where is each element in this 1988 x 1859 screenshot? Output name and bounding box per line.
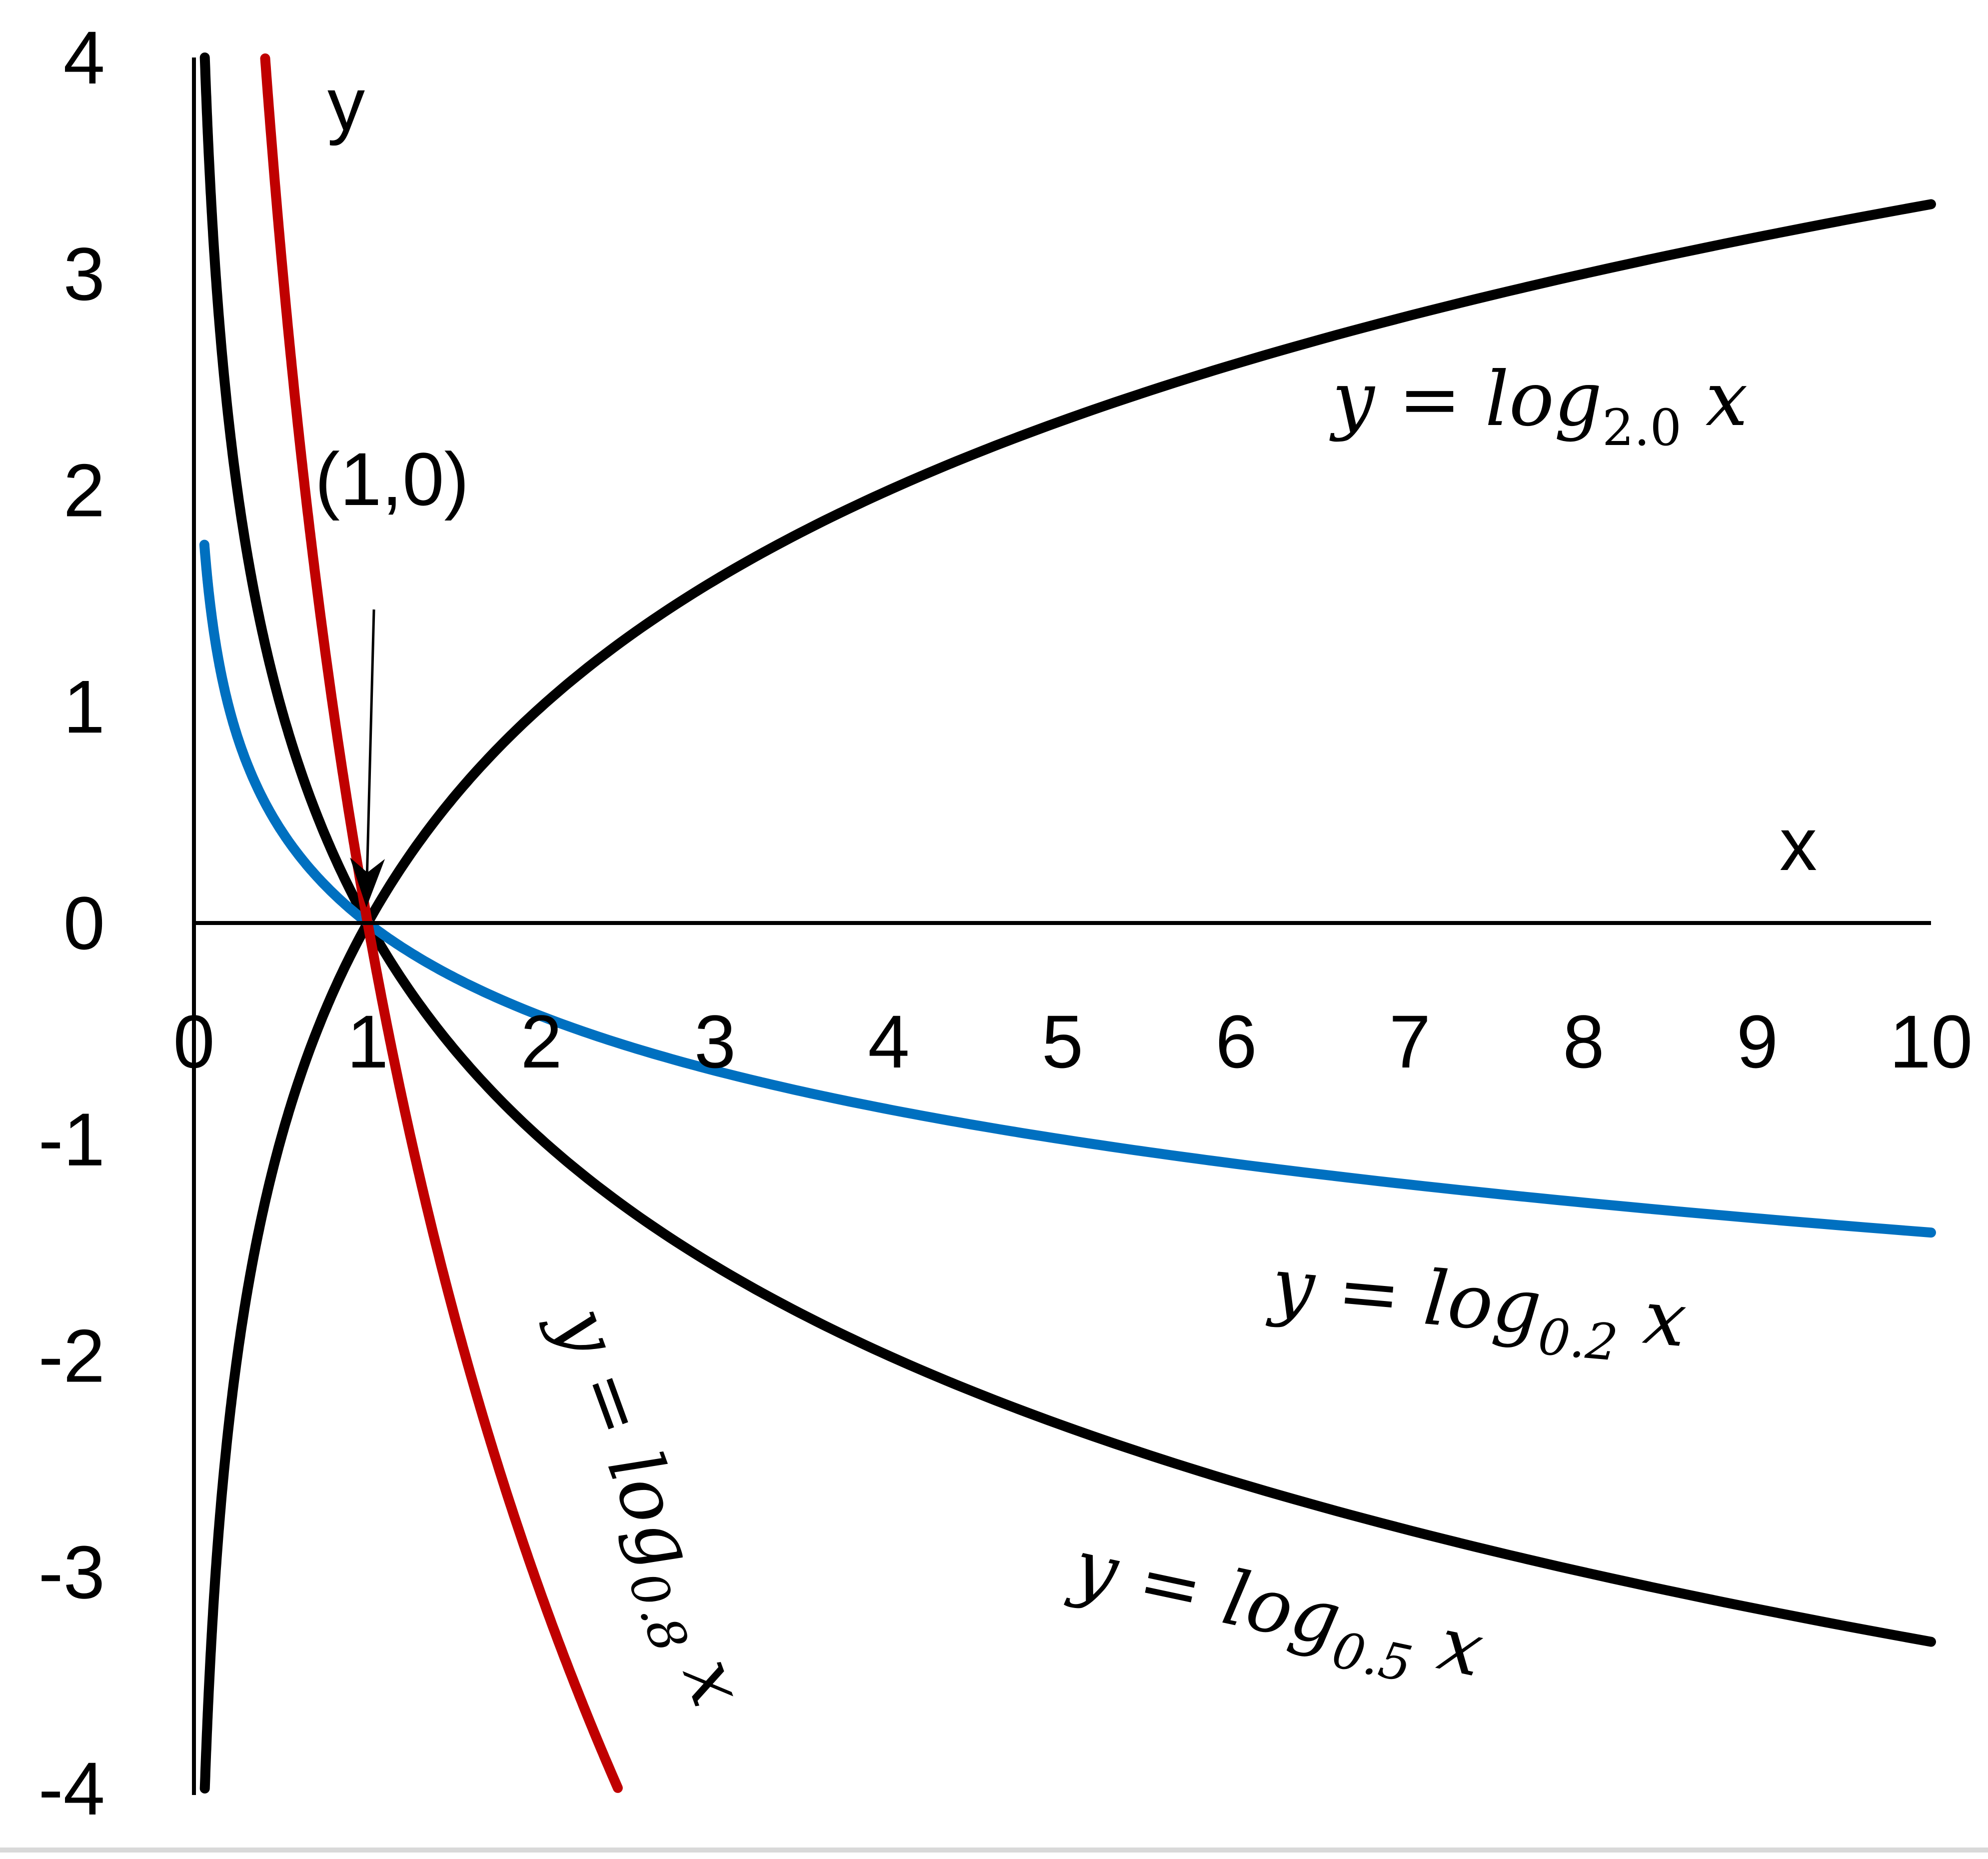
y-tick-label: -4 [38, 1746, 105, 1830]
y-tick-labels: 4 3 2 1 0 -1 -2 -3 -4 [38, 16, 105, 1830]
x-tick-label: 1 [347, 1000, 388, 1084]
y-axis-label: y [327, 62, 365, 146]
series-line-0 [199, 199, 1936, 1794]
x-tick-label: 5 [1042, 1000, 1083, 1084]
arrow-head-icon [350, 858, 385, 908]
y-tick-label: 1 [63, 664, 105, 748]
x-tick-label: 7 [1389, 1000, 1431, 1084]
x-tick-label: 10 [1890, 1000, 1973, 1084]
x-tick-labels: 0 1 2 3 4 5 6 7 8 9 10 [173, 1000, 1973, 1084]
x-tick-label: 6 [1215, 1000, 1257, 1084]
x-tick-label: 8 [1563, 1000, 1604, 1084]
series-line-1 [199, 52, 1936, 1647]
x-axis-label: x [1780, 802, 1817, 886]
y-tick-label: -3 [38, 1530, 105, 1614]
x-tick-label: 4 [868, 1000, 909, 1084]
y-tick-label: -1 [38, 1098, 105, 1182]
x-tick-label: 9 [1737, 1000, 1778, 1084]
point-annotation: (1,0) [315, 437, 469, 521]
y-tick-label: 2 [63, 448, 105, 532]
x-tick-label: 3 [694, 1000, 736, 1084]
label-log2: y = log2.0 x [1329, 356, 1748, 457]
y-tick-label: -2 [38, 1314, 105, 1398]
x-tick-label: 2 [520, 1000, 562, 1084]
series-line-2 [199, 540, 1936, 1238]
y-tick-label: 3 [63, 232, 105, 316]
label-log02: y = log0.2 x [1264, 1241, 1690, 1378]
y-tick-label: 4 [63, 16, 105, 100]
y-tick-label: 0 [63, 881, 105, 965]
x-tick-label: 0 [173, 1000, 214, 1084]
curves [199, 52, 1936, 1794]
annotation-arrow [365, 609, 375, 880]
label-log05: y = log0.5 x [1060, 1522, 1491, 1708]
